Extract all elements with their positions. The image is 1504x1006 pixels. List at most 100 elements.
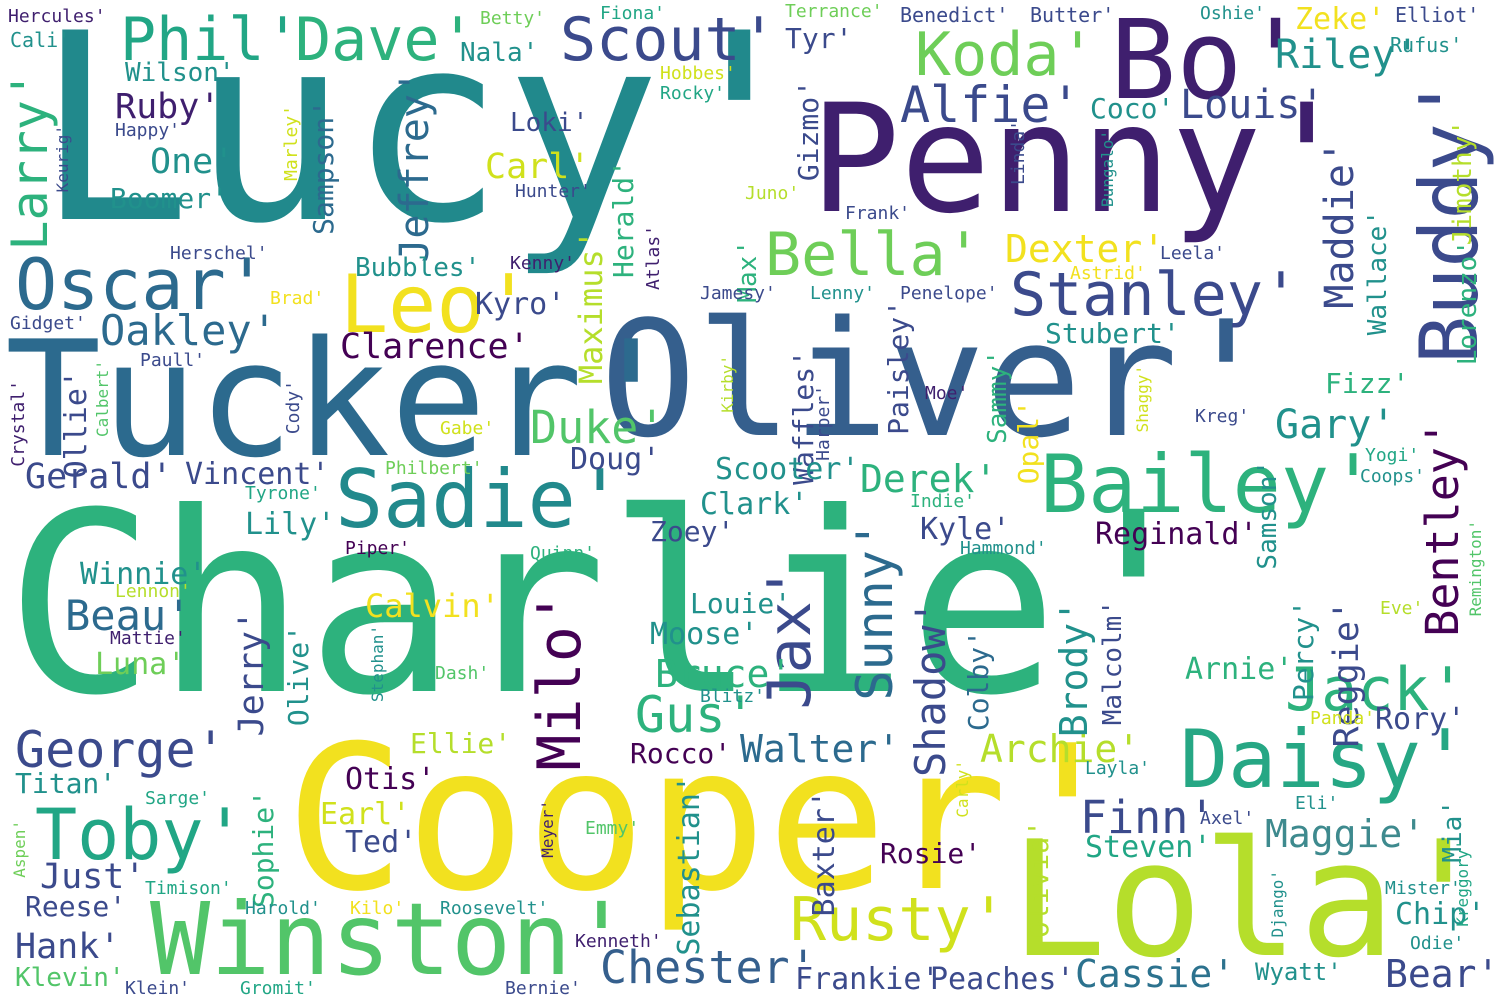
word-chip: Chip' [1395, 897, 1486, 932]
word-linda: Linda' [1008, 120, 1029, 186]
word-sarge: Sarge' [145, 788, 211, 809]
word-klevin: Klevin' [15, 963, 125, 993]
word-titan: Titan' [15, 767, 117, 800]
word-louis: Louis' [1180, 82, 1325, 128]
word-clark: Clark' [700, 487, 809, 522]
word-zoey: Zoey' [650, 515, 735, 548]
word-coops: Coops' [1360, 466, 1426, 487]
word-koda: Koda' [915, 20, 1096, 90]
word-tucker: Tucker' [5, 306, 680, 493]
word-cali: Cali' [10, 28, 71, 52]
word-happy: Happy' [115, 120, 181, 141]
word-louie: Louie' [690, 587, 792, 620]
word-jimothy: Jimothy' [1448, 120, 1478, 246]
word-sammy: Sammy' [983, 350, 1013, 444]
word-bentley: Bentley' [1416, 420, 1469, 637]
word-ollie: Ollie' [59, 370, 94, 479]
word-penny: Penny' [810, 73, 1352, 247]
word-astrid: Astrid' [1070, 263, 1146, 284]
word-eve: Eve' [1380, 598, 1424, 619]
word-timison: Timison' [145, 878, 232, 899]
word-lucy: Lucy' [35, 0, 818, 281]
word-kreg: Kreg' [1195, 406, 1250, 427]
word-bailey: Bailey' [1040, 438, 1378, 531]
word-vincent: Vincent' [185, 457, 330, 492]
word-kyle: Kyle' [920, 512, 1011, 547]
word-frankie: Frankie' [795, 962, 940, 997]
word-milo: Milo' [525, 590, 595, 771]
word-juno: Juno' [745, 183, 800, 204]
word-gizmo: Gizmo' [792, 80, 825, 182]
word-derek: Derek' [860, 457, 998, 501]
word-zeke: Zeke' [1295, 2, 1386, 37]
word-hammond: Hammond' [960, 538, 1047, 559]
word-philbert: Philbert' [385, 458, 483, 479]
word-harper: Harper' [813, 385, 834, 461]
word-just: Just' [40, 857, 146, 897]
word-wilson: Wilson' [125, 58, 235, 88]
word-reese: Reese' [25, 890, 127, 923]
word-ellie: Ellie' [410, 727, 512, 760]
word-gromit: Gromit' [240, 978, 316, 999]
word-scout: Scout' [560, 5, 777, 75]
word-samson: Samson' [1253, 460, 1283, 570]
word-bernie: Bernie' [505, 978, 581, 999]
word-rocky: Rocky' [660, 83, 726, 104]
word-ruby: Ruby' [115, 87, 221, 127]
word-shadow: Shadow' [906, 600, 955, 778]
word-keurig: Keurig' [53, 125, 72, 193]
word-hank: Hank' [15, 927, 121, 967]
word-olivia: Olivia' [1022, 820, 1055, 939]
word-doug: Doug' [570, 442, 661, 477]
word-sampson: Sampson' [307, 100, 340, 235]
word-duke: Duke' [530, 401, 666, 454]
word-betty: Betty' [480, 8, 546, 29]
word-mister: Mister' [1385, 878, 1461, 899]
word-atlas: Atlas' [643, 225, 664, 291]
word-bubbles: Bubbles' [355, 253, 481, 283]
word-herald: Herald' [607, 160, 640, 279]
word-jeffrey: Jeffrey' [392, 70, 438, 263]
word-klein: Klein' [125, 978, 191, 999]
word-leo: Leo' [340, 258, 533, 351]
word-hobbes: Hobbes' [660, 63, 736, 84]
word-aspen: Aspen' [10, 820, 29, 878]
word-rufus: Rufus' [1390, 33, 1463, 57]
word-toby: Toby' [35, 794, 246, 876]
word-gerald: Gerald' [25, 457, 173, 497]
word-larry: Larry' [1, 70, 59, 251]
word-calvin: Calvin' [365, 587, 500, 625]
word-riley: Riley' [1275, 32, 1420, 78]
word-rory: Rory' [1375, 702, 1466, 737]
word-winnie: Winnie' [80, 557, 207, 592]
word-odie: Odie' [1410, 933, 1465, 954]
word-paisley: Paisley' [882, 300, 915, 435]
word-jack: Jack' [1285, 655, 1466, 725]
word-kilo: Kilo' [350, 898, 405, 919]
word-percy: Percy' [1287, 600, 1320, 702]
word-oshie: Oshie' [1200, 3, 1266, 24]
word-terrance: Terrance' [785, 1, 883, 22]
word-rusty: Rusty' [790, 885, 1007, 955]
word-indie: Indie' [910, 491, 976, 512]
word-django: Django' [1268, 870, 1287, 938]
word-cody: Cody' [283, 380, 304, 435]
word-quinn: Quinn' [530, 543, 596, 564]
word-dexter: Dexter' [1005, 227, 1166, 271]
word-elliot: Elliot' [1395, 3, 1480, 27]
word-harold: Harold' [245, 898, 321, 919]
word-fizz: Fizz' [1325, 367, 1410, 400]
word-bear: Bear' [1385, 952, 1500, 996]
word-beau: Beau' [65, 591, 192, 640]
word-winston: Winston' [150, 881, 632, 998]
word-oscar: Oscar' [15, 244, 268, 326]
word-arnie: Arnie' [1185, 652, 1294, 687]
word-blitz: Blitz' [700, 686, 766, 707]
word-steven: Steven' [1085, 830, 1212, 865]
word-wyatt: Wyatt' [1255, 958, 1342, 986]
word-mattie: Mattie' [110, 628, 186, 649]
word-calbert: Calbert' [93, 360, 112, 438]
word-scooter: Scooter' [715, 452, 860, 487]
word-cooper: Cooper' [285, 703, 1128, 936]
